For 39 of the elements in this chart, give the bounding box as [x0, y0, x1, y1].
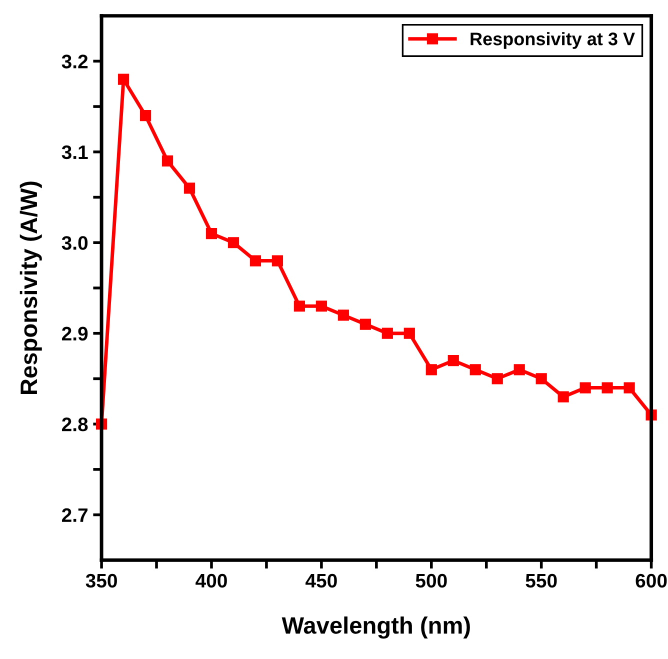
legend-label: Responsivity at 3 V — [470, 32, 635, 49]
point — [558, 391, 569, 402]
point — [118, 74, 130, 85]
point — [294, 300, 306, 312]
point — [492, 373, 503, 384]
y-tick-label: 2.7 — [62, 508, 88, 522]
y-tick-label: 2.8 — [62, 418, 88, 432]
x-tick-label: 550 — [526, 574, 557, 588]
point — [206, 228, 218, 240]
x-tick-label: 400 — [196, 574, 227, 588]
point — [250, 255, 262, 266]
point — [382, 328, 393, 339]
x-tick-label: 450 — [306, 574, 337, 588]
y-axis-title: Responsivity (A/W) — [20, 182, 42, 394]
point — [514, 364, 525, 376]
point — [470, 364, 481, 376]
point — [360, 318, 371, 330]
x-tick-label: 350 — [86, 574, 117, 588]
y-tick-label: 2.9 — [62, 326, 88, 341]
point — [580, 382, 591, 394]
x-axis-title: Wavelength (nm) — [282, 616, 470, 639]
point — [624, 382, 635, 394]
x-tick-label: 600 — [636, 574, 667, 588]
point — [228, 237, 240, 248]
point — [316, 300, 327, 312]
point — [338, 310, 349, 321]
point — [162, 155, 174, 167]
point — [272, 255, 284, 266]
y-tick-label: 3.2 — [62, 54, 88, 68]
y-tick-label: 3.0 — [62, 236, 88, 250]
point — [536, 373, 547, 384]
x-tick-label: 500 — [416, 574, 447, 588]
y-tick-label: 3.1 — [62, 145, 88, 160]
point — [184, 182, 196, 194]
point — [404, 328, 415, 339]
point — [140, 110, 152, 122]
point — [448, 355, 459, 366]
point — [602, 382, 613, 394]
point — [426, 364, 437, 376]
